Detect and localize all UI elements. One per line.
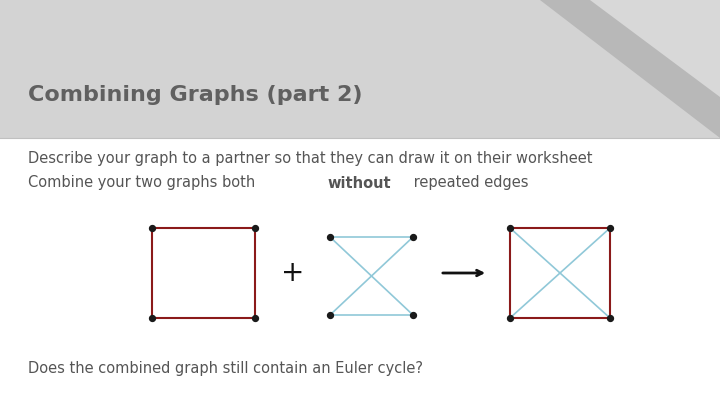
Text: repeated edges: repeated edges (409, 175, 528, 190)
Point (504, 315, 516, 321)
Point (324, 234, 336, 240)
Point (146, 315, 158, 321)
Point (249, 225, 261, 231)
Polygon shape (590, 0, 720, 97)
Point (408, 312, 419, 318)
Point (604, 225, 616, 231)
Point (604, 315, 616, 321)
Polygon shape (540, 0, 720, 138)
Text: without: without (327, 175, 391, 190)
Point (146, 225, 158, 231)
Text: Combining Graphs (part 2): Combining Graphs (part 2) (28, 85, 362, 105)
Text: Describe your graph to a partner so that they can draw it on their worksheet: Describe your graph to a partner so that… (28, 151, 593, 166)
Point (249, 315, 261, 321)
Point (408, 234, 419, 240)
Bar (0, 0, 720, 138)
Point (324, 312, 336, 318)
Bar (0, 138, 720, 405)
Point (504, 225, 516, 231)
Text: Combine your two graphs both: Combine your two graphs both (28, 175, 260, 190)
Text: Does the combined graph still contain an Euler cycle?: Does the combined graph still contain an… (28, 360, 423, 375)
Text: +: + (282, 259, 305, 287)
